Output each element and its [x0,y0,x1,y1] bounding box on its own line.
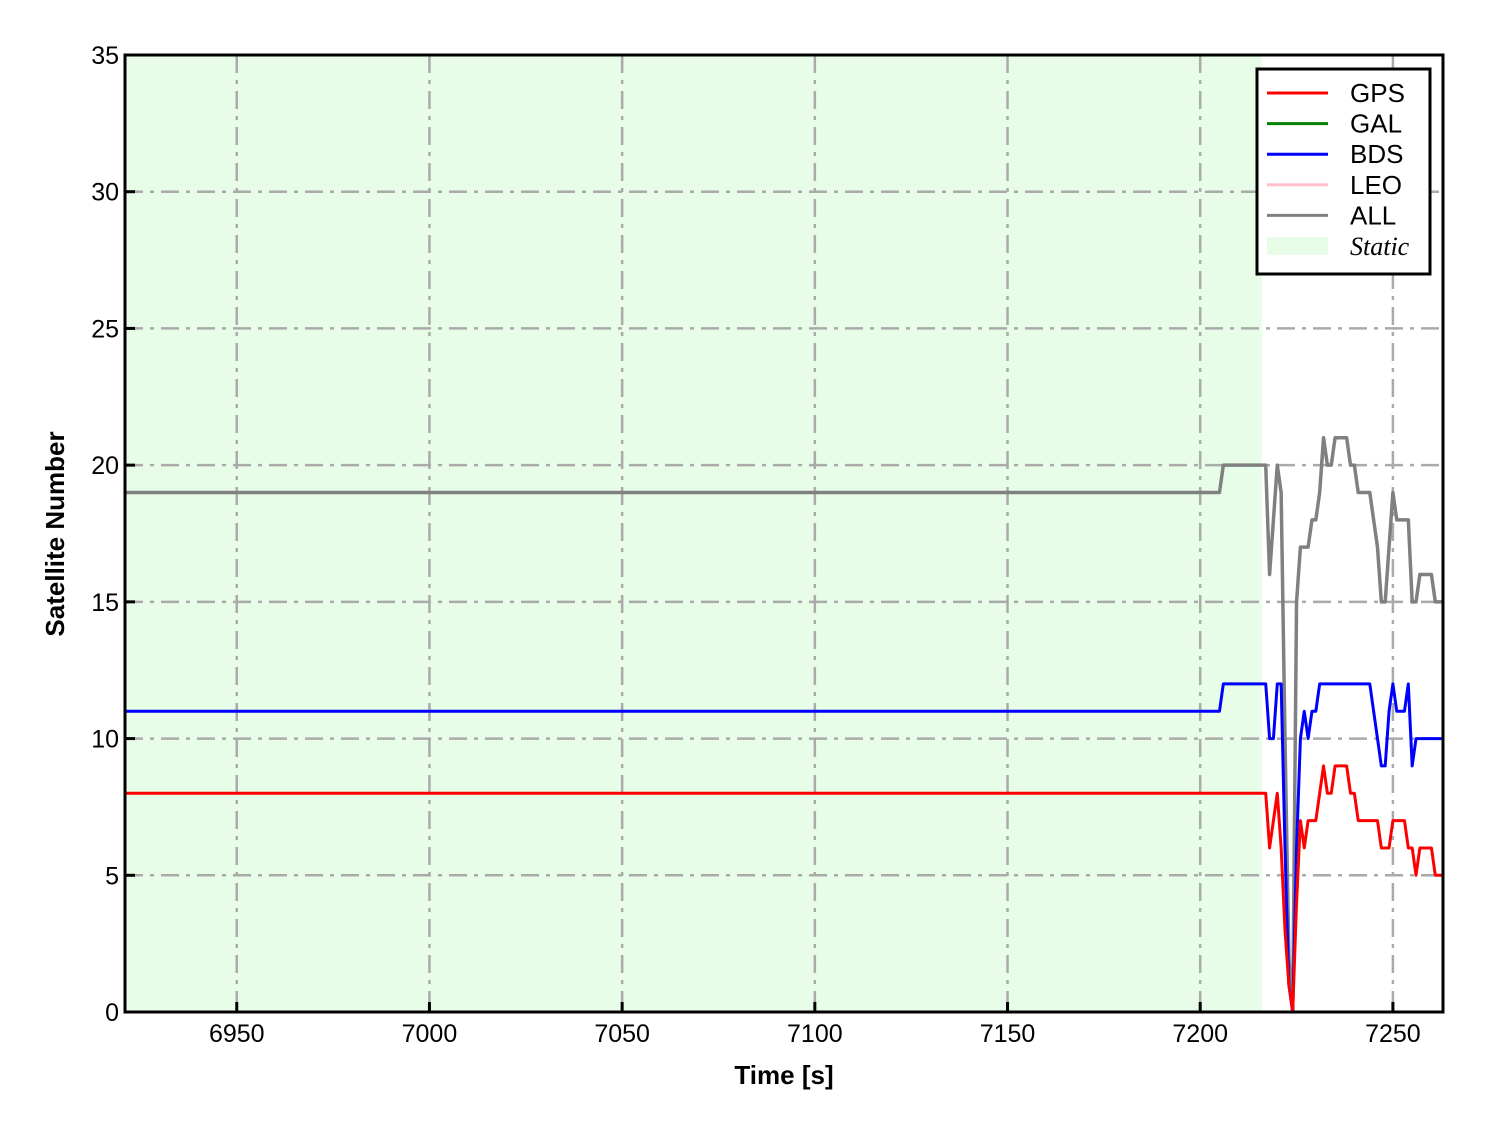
legend-swatch-static [1267,237,1328,255]
legend-label-gal: GAL [1350,109,1402,139]
x-tick-label: 6950 [209,1020,265,1048]
series-line-bds [125,682,1443,1014]
legend-label-static: Static [1350,232,1410,261]
series-line-gps [125,764,1443,1014]
plot-frame [123,53,1445,1014]
legend-label-gps: GPS [1350,78,1405,108]
x-tick-label: 7200 [1172,1020,1228,1048]
x-tick-label: 7050 [594,1020,650,1048]
y-tick-label: 30 [91,179,119,207]
series-lines [125,436,1443,1014]
ticks: 6950 7000 7050 7100 7150 7200 7250 0 5 10 15 20 25 30… [91,42,1421,1048]
y-tick-label: 0 [105,999,119,1027]
y-tick-label: 20 [91,452,119,480]
grid [125,55,1443,1012]
y-axis-label: Satellite Number [40,431,70,636]
series-line-all [125,436,1443,1014]
legend-label-leo: LEO [1350,170,1402,200]
static-shaded-area [125,55,1262,1012]
legend-label-bds: BDS [1350,139,1403,169]
y-tick-label: 10 [91,726,119,754]
y-tick-label: 15 [91,589,119,617]
y-tick-label: 25 [91,315,119,343]
x-tick-label: 7250 [1365,1020,1421,1048]
x-tick-label: 7000 [402,1020,458,1048]
x-axis-label: Time [s] [734,1060,833,1090]
x-tick-label: 7100 [787,1020,843,1048]
x-tick-label: 7150 [980,1020,1036,1048]
y-tick-label: 5 [105,862,119,890]
static-region [125,55,1262,1012]
y-tick-label: 35 [91,42,119,70]
legend-label-all: ALL [1350,200,1396,230]
